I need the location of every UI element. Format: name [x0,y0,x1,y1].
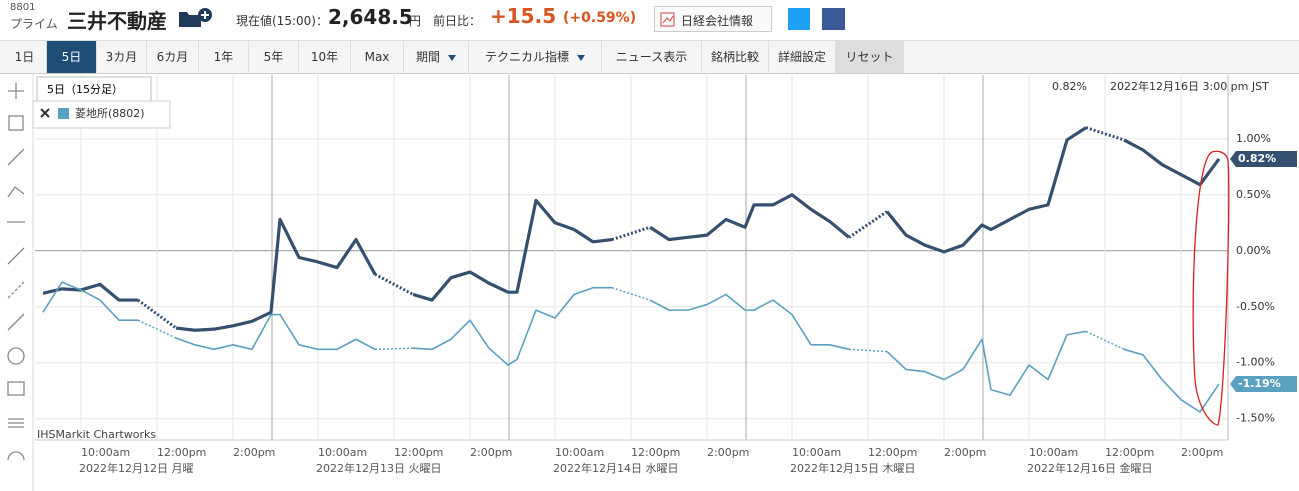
change-pct: (+0.59%) [563,10,637,26]
legend-label: 菱地所(8802) [75,107,145,120]
x-tick-label: 2:00pm [944,446,986,459]
tool-rect[interactable] [7,381,25,396]
chart-bg [0,72,1299,491]
day-label: 2022年12月16日 金曜日 [1027,461,1153,475]
x-tick-label: 12:00pm [1105,446,1154,459]
toolbar-button[interactable]: 詳細設定 [769,41,836,73]
lunch-connector [611,225,651,242]
current-value: 0.82% [1052,80,1087,93]
toolbar-button[interactable]: 3カ月 [97,41,147,73]
x-tick-label: 2:00pm [707,446,749,459]
change-label: 前日比： [433,14,482,28]
x-tick-label: 2:00pm [470,446,512,459]
tool-polyline[interactable] [7,186,25,198]
lunch-connector [1085,126,1125,142]
end-badge [1230,150,1297,167]
drawing-tools[interactable] [7,83,25,461]
tool-circle[interactable] [7,347,25,365]
x-tick-label: 2:00pm [1181,446,1223,459]
add-folder-icon[interactable] [178,7,214,29]
facebook-button[interactable] [822,8,845,30]
end-badge [1230,376,1297,393]
day-label: 2022年12月15日 木曜日 [790,461,916,475]
tool-fib[interactable] [8,418,24,428]
toolbar-button[interactable]: 5日 [47,41,97,73]
end-label: -1.19% [1238,377,1281,390]
x-tick-label: 2:00pm [233,446,275,459]
tool-line[interactable] [7,148,25,166]
legend: 菱地所(8802) [58,107,145,120]
x-tick-label: 10:00am [792,446,841,459]
toolbar-button[interactable]: 5年 [249,41,299,73]
y-tick-label: 0.00% [1236,244,1271,257]
y-tick-label: -1.50% [1236,412,1275,425]
tooltip-box [36,76,152,102]
toolbar-button[interactable]: ニュース表示 [602,41,702,73]
price: 2,648.5 [328,5,413,29]
y-tick-label: 0.50% [1236,188,1271,201]
annotation-ellipse [1192,150,1230,426]
price-unit: 円 [409,14,422,28]
x-tick-label: 10:00am [555,446,604,459]
x-tick-label: 12:00pm [157,446,206,459]
y-tick-label: -1.00% [1236,356,1275,369]
x-tick-label: 12:00pm [631,446,680,459]
market: プライム [10,17,58,31]
company-info: 日経会社情報 [681,14,754,28]
day-label: 2022年12月13日 火曜日 [316,461,442,475]
info-icon [660,12,675,27]
x-tick-label: 10:00am [1029,446,1078,459]
y-tick-label: -0.50% [1236,300,1275,313]
x-tick-label: 12:00pm [868,446,917,459]
x-tick-label: 10:00am [318,446,367,459]
toolbar-button[interactable]: 6カ月 [147,41,199,73]
twitter-button[interactable] [788,8,810,30]
toolbar-button[interactable]: 10年 [299,41,351,73]
x-tick-label: 10:00am [81,446,130,459]
day-label: 2022年12月14日 水曜日 [553,461,679,475]
lunch-connector [1085,330,1125,350]
tool-text[interactable] [8,115,24,131]
price-label: 現在値(15:00)： [236,14,328,28]
toolbar-button[interactable]: 1年 [199,41,249,73]
tool-channel[interactable] [7,281,25,299]
timestamp: 2022年12月16日 3:00 pm JST [1110,79,1269,93]
lunch-connector [611,287,651,301]
x-tick-label: 12:00pm [394,446,443,459]
series-line [42,281,1220,413]
stock-name: 三井不動産 [67,9,167,33]
lunch-connector [374,272,414,296]
tool-arc[interactable] [7,451,25,461]
plot: -1.50% -1.00% -0.50% 0.00% 0.50% 1.00% 2022年12… [35,75,1297,475]
toolbar-button[interactable]: テクニカル指標 [469,41,602,73]
tool-ray[interactable] [7,247,25,265]
y-tick-label: 1.00% [1236,132,1271,145]
toolbar-button[interactable]: 銘柄比較 [702,41,769,73]
legend-remove[interactable] [40,108,50,118]
company-info-button[interactable]: 日経会社情報 [654,6,772,32]
end-label: 0.82% [1238,152,1276,165]
tool-crosshair[interactable] [8,83,24,99]
credit: IHSMarkit Chartworks [37,428,156,441]
toolbar-button[interactable]: Max [351,41,404,73]
change: +15.5 [490,4,557,28]
toolbar-button[interactable]: 1日 [3,41,47,73]
toolbar-button[interactable]: リセット [836,41,904,73]
day-label: 2022年12月12日 月曜 [79,461,194,475]
legend-box [32,100,171,129]
series-line [42,126,1221,332]
tooltip: 5日（15分足） [47,83,123,96]
stock-code: 8801 [10,2,36,13]
lunch-connector [137,319,177,339]
legend-swatch [58,108,69,119]
tool-arrow[interactable] [7,313,25,331]
toolbar-button[interactable]: 期間 [404,41,469,73]
toolbar: 1日 5日 3カ月 6カ月 1年 5年 10年 Max 期間 テクニカル指標 ニュース表示 銘柄比較詳… [0,40,1299,74]
